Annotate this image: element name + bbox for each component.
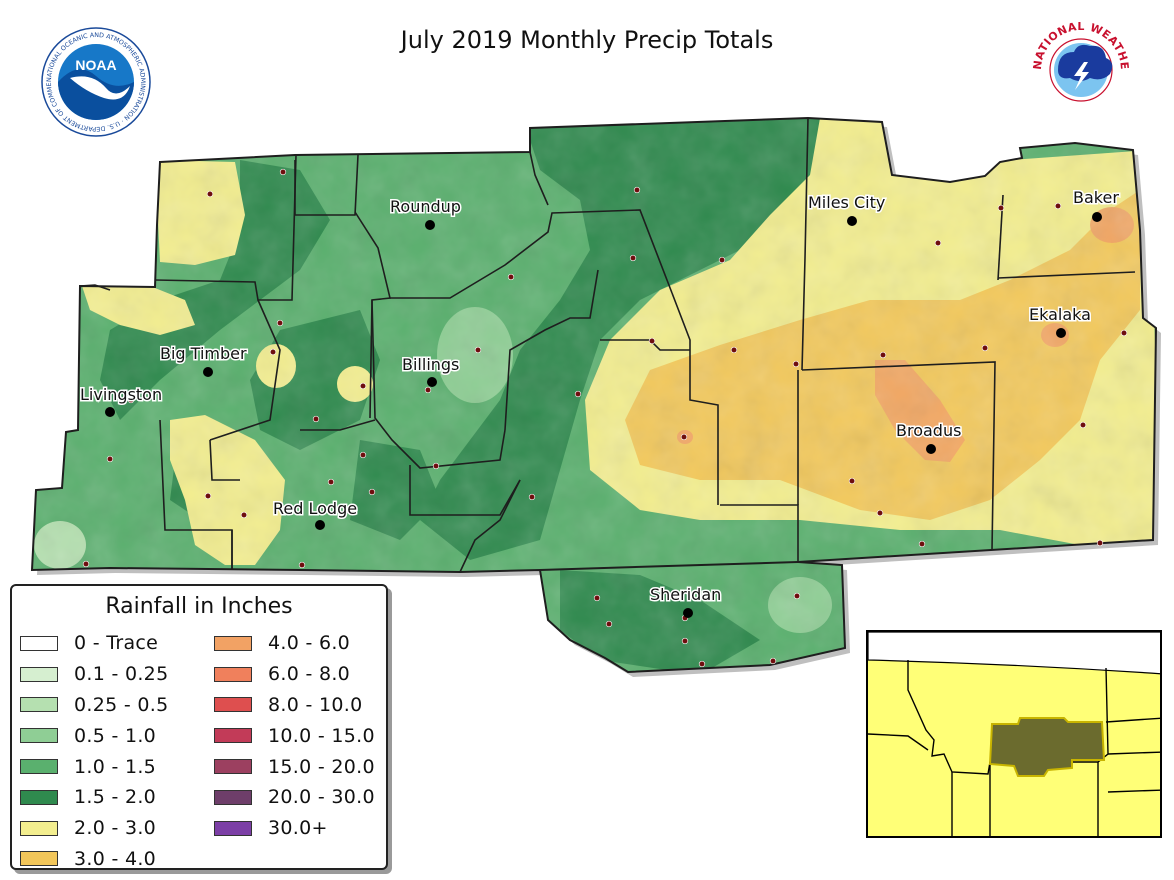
legend-label: 1.0 - 1.5 (74, 755, 157, 778)
map-title: July 2019 Monthly Precip Totals (400, 26, 774, 54)
lightning-icon (1074, 62, 1089, 90)
legend-swatch (214, 666, 252, 682)
city-label-billings: Billings (402, 355, 459, 374)
legend-item: 0.25 - 0.5 (20, 690, 168, 721)
legend-item: 0.1 - 0.25 (20, 659, 168, 690)
legend: Rainfall in Inches 0 - Trace 0.1 - 0.25 … (10, 584, 388, 870)
legend-item: 2.0 - 3.0 (20, 813, 168, 844)
city-label-red-lodge: Red Lodge (273, 499, 357, 518)
legend-swatch (20, 789, 58, 805)
legend-item: 6.0 - 8.0 (214, 659, 375, 690)
legend-swatch (214, 728, 252, 744)
inset-locator-map (866, 630, 1162, 838)
legend-swatch (20, 759, 58, 775)
station-markers (82, 168, 1128, 668)
legend-swatch (20, 635, 58, 651)
legend-item: 1.5 - 2.0 (20, 782, 168, 813)
legend-label: 20.0 - 30.0 (268, 786, 375, 809)
city-labels: Roundup Miles City Baker Big Timber Bill… (79, 187, 1121, 606)
legend-item: 10.0 - 15.0 (214, 720, 375, 751)
legend-label: 3.0 - 4.0 (74, 847, 157, 870)
legend-label: 0 - Trace (74, 632, 159, 655)
seagull-icon (70, 76, 130, 100)
legend-swatch (20, 728, 58, 744)
legend-column-right: 4.0 - 6.0 6.0 - 8.0 8.0 - 10.0 10.0 - 15… (214, 628, 375, 844)
county-boundaries (30, 116, 1158, 674)
city-markers (105, 212, 1102, 618)
inset-map-svg (868, 632, 1160, 836)
legend-swatch (214, 789, 252, 805)
legend-item: 3.0 - 4.0 (20, 844, 168, 875)
legend-label: 0.5 - 1.0 (74, 724, 157, 747)
legend-swatch (214, 759, 252, 775)
noaa-logo-text: NOAA (75, 57, 116, 73)
legend-item: 30.0+ (214, 813, 375, 844)
legend-label: 10.0 - 15.0 (268, 724, 375, 747)
legend-item: 15.0 - 20.0 (214, 751, 375, 782)
city-label-broadus: Broadus (896, 421, 961, 440)
city-label-sheridan: Sheridan (650, 585, 721, 604)
legend-label: 1.5 - 2.0 (74, 786, 157, 809)
legend-item: 0 - Trace (20, 628, 168, 659)
legend-swatch (214, 820, 252, 836)
city-label-roundup: Roundup (390, 197, 461, 216)
legend-label: 0.1 - 0.25 (74, 663, 169, 686)
legend-label: 2.0 - 3.0 (74, 817, 157, 840)
legend-swatch (20, 820, 58, 836)
legend-swatch (214, 697, 252, 713)
noaa-logo: NOAA NATIONAL OCEANIC AND ATMOSPHERIC AD… (40, 26, 151, 137)
legend-swatch (20, 851, 58, 867)
legend-label: 6.0 - 8.0 (268, 663, 351, 686)
legend-swatch (214, 635, 252, 651)
city-label-baker: Baker (1073, 188, 1119, 207)
legend-item: 4.0 - 6.0 (214, 628, 375, 659)
city-label-ekalaka: Ekalaka (1029, 305, 1091, 324)
legend-label: 15.0 - 20.0 (268, 755, 375, 778)
city-label-livingston: Livingston (80, 385, 162, 404)
legend-item: 20.0 - 30.0 (214, 782, 375, 813)
city-label-big-timber: Big Timber (160, 344, 247, 363)
legend-label: 8.0 - 10.0 (268, 693, 363, 716)
legend-label: 30.0+ (268, 817, 328, 840)
legend-item: 1.0 - 1.5 (20, 751, 168, 782)
legend-swatch (20, 666, 58, 682)
legend-column-left: 0 - Trace 0.1 - 0.25 0.25 - 0.5 0.5 - 1.… (20, 628, 168, 874)
legend-title: Rainfall in Inches (105, 594, 293, 619)
city-label-miles-city: Miles City (808, 193, 885, 212)
legend-item: 8.0 - 10.0 (214, 690, 375, 721)
legend-item: 0.5 - 1.0 (20, 720, 168, 751)
legend-swatch (20, 697, 58, 713)
legend-label: 4.0 - 6.0 (268, 632, 351, 655)
legend-label: 0.25 - 0.5 (74, 693, 169, 716)
